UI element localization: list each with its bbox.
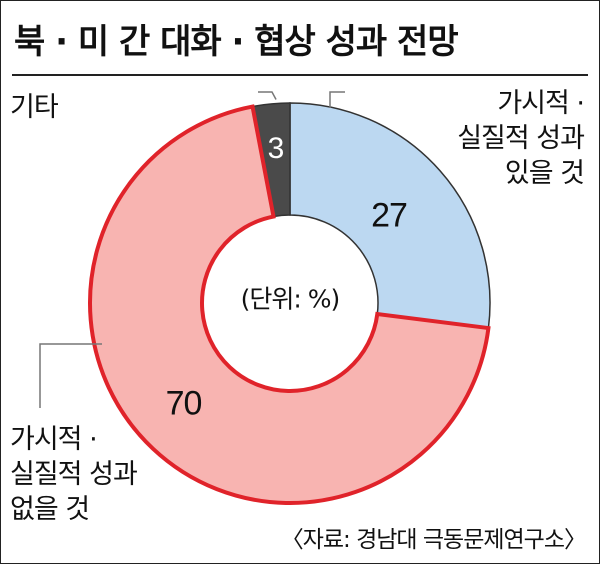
leader-line-yes: [329, 91, 345, 108]
center-unit-label: (단위: %): [241, 285, 340, 314]
slice-no: [88, 104, 491, 505]
chart-title: 북 · 미 간 대화 · 협상 성과 전망: [14, 22, 459, 62]
label-yes-line-1: 가시적 ·: [497, 88, 585, 119]
label-yes-line-2: 실질적 성과: [457, 123, 585, 154]
leader-line-no: [39, 343, 102, 408]
source-note: 〈자료: 경남대 극동문제연구소〉: [280, 527, 587, 553]
value-label-other: 3: [268, 132, 284, 165]
label-yes-line-3: 있을 것: [504, 158, 585, 189]
label-no-line-1: 가시적 ·: [10, 424, 98, 455]
legend-label-yes: 가시적 · 실질적 성과 있을 것: [457, 86, 585, 191]
leader-line-other: [258, 91, 277, 100]
label-other-text: 기타: [10, 92, 59, 123]
label-no-line-2: 실질적 성과: [10, 459, 138, 490]
slice-yes: [289, 102, 491, 329]
value-label-no: 70: [166, 385, 202, 423]
title-divider: [12, 74, 588, 76]
legend-label-no: 가시적 · 실질적 성과 없을 것: [10, 422, 138, 527]
label-no-line-3: 없을 것: [10, 494, 90, 525]
legend-label-other: 기타: [10, 90, 59, 125]
value-label-yes: 27: [371, 197, 407, 235]
